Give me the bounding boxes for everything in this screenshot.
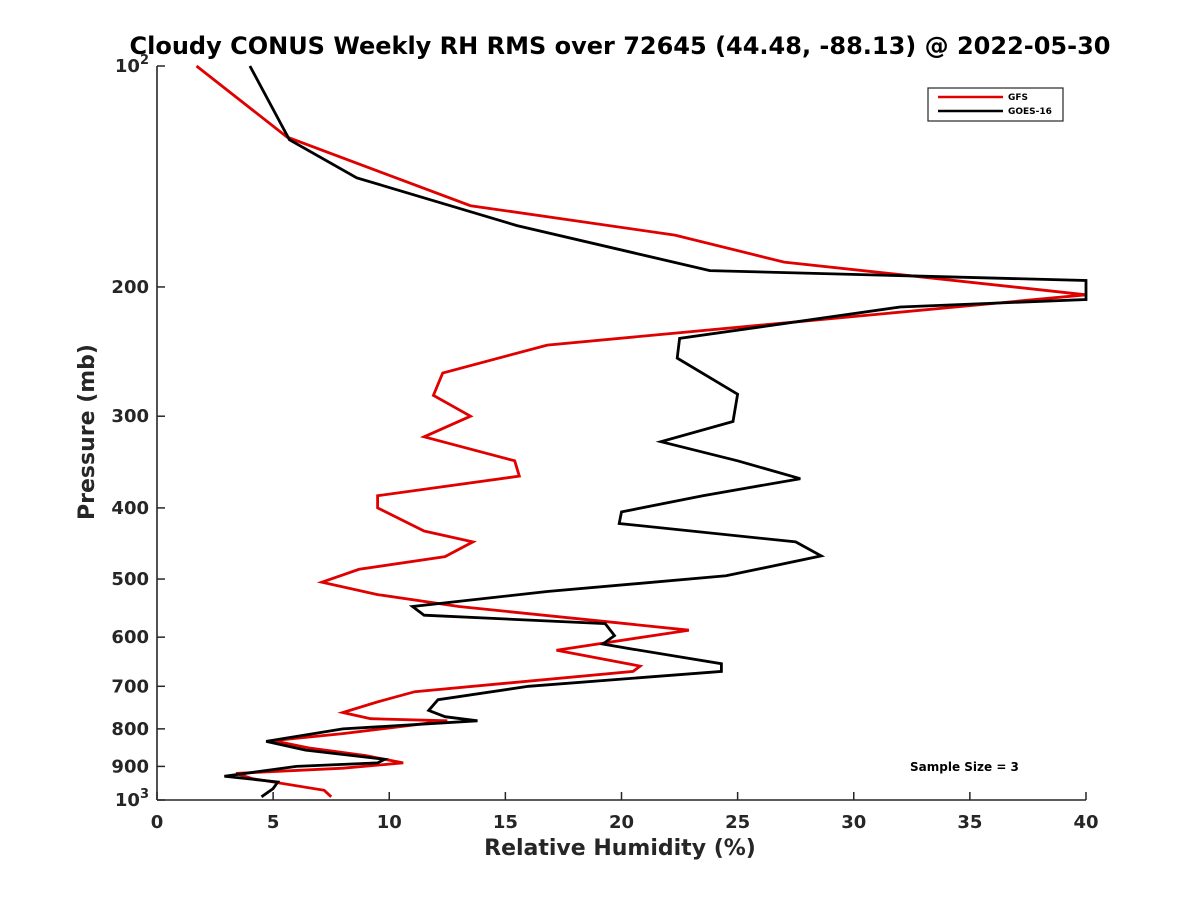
- x-axis-label: Relative Humidity (%): [484, 836, 756, 861]
- y-tick-label: 300: [111, 406, 149, 427]
- x-tick-label: 25: [725, 812, 750, 833]
- legend-box: [927, 87, 1064, 122]
- legend: GFS GOES-16: [927, 87, 1064, 122]
- x-tick-label: 10: [377, 812, 402, 833]
- series-line-gfs: [195, 64, 1087, 798]
- x-tick-label: 20: [609, 812, 634, 833]
- y-tick-label: 500: [111, 569, 149, 590]
- x-tick-label: 0: [151, 812, 164, 833]
- legend-label-goes-16: GOES-16: [1008, 107, 1052, 117]
- y-tick-label: 700: [111, 676, 149, 697]
- axes-layer: 0 5 10 15 20 25 30 35 40 102 200 300 400 500 600 700 800…: [111, 53, 1098, 833]
- x-tick-label: 35: [957, 812, 982, 833]
- y-tick-label: 900: [111, 756, 149, 777]
- y-tick-label: 600: [111, 627, 149, 648]
- x-tick-label: 15: [493, 812, 518, 833]
- series-line-goes-16: [224, 65, 1088, 798]
- x-tick-label: 40: [1073, 812, 1098, 833]
- chart-title: Cloudy CONUS Weekly RH RMS over 72645 (4…: [130, 32, 1111, 60]
- y-tick-label: 102: [115, 53, 149, 77]
- series-layer: [195, 64, 1088, 798]
- legend-label-gfs: GFS: [1008, 93, 1028, 103]
- sample-size-annotation: Sample Size = 3: [910, 760, 1019, 774]
- y-axis-label: Pressure (mb): [75, 344, 100, 520]
- y-tick-label: 200: [111, 277, 149, 298]
- y-tick-label: 800: [111, 719, 149, 740]
- x-tick-label: 30: [841, 812, 866, 833]
- y-tick-label: 103: [115, 787, 149, 811]
- y-tick-label: 400: [111, 498, 149, 519]
- x-tick-label: 5: [267, 812, 280, 833]
